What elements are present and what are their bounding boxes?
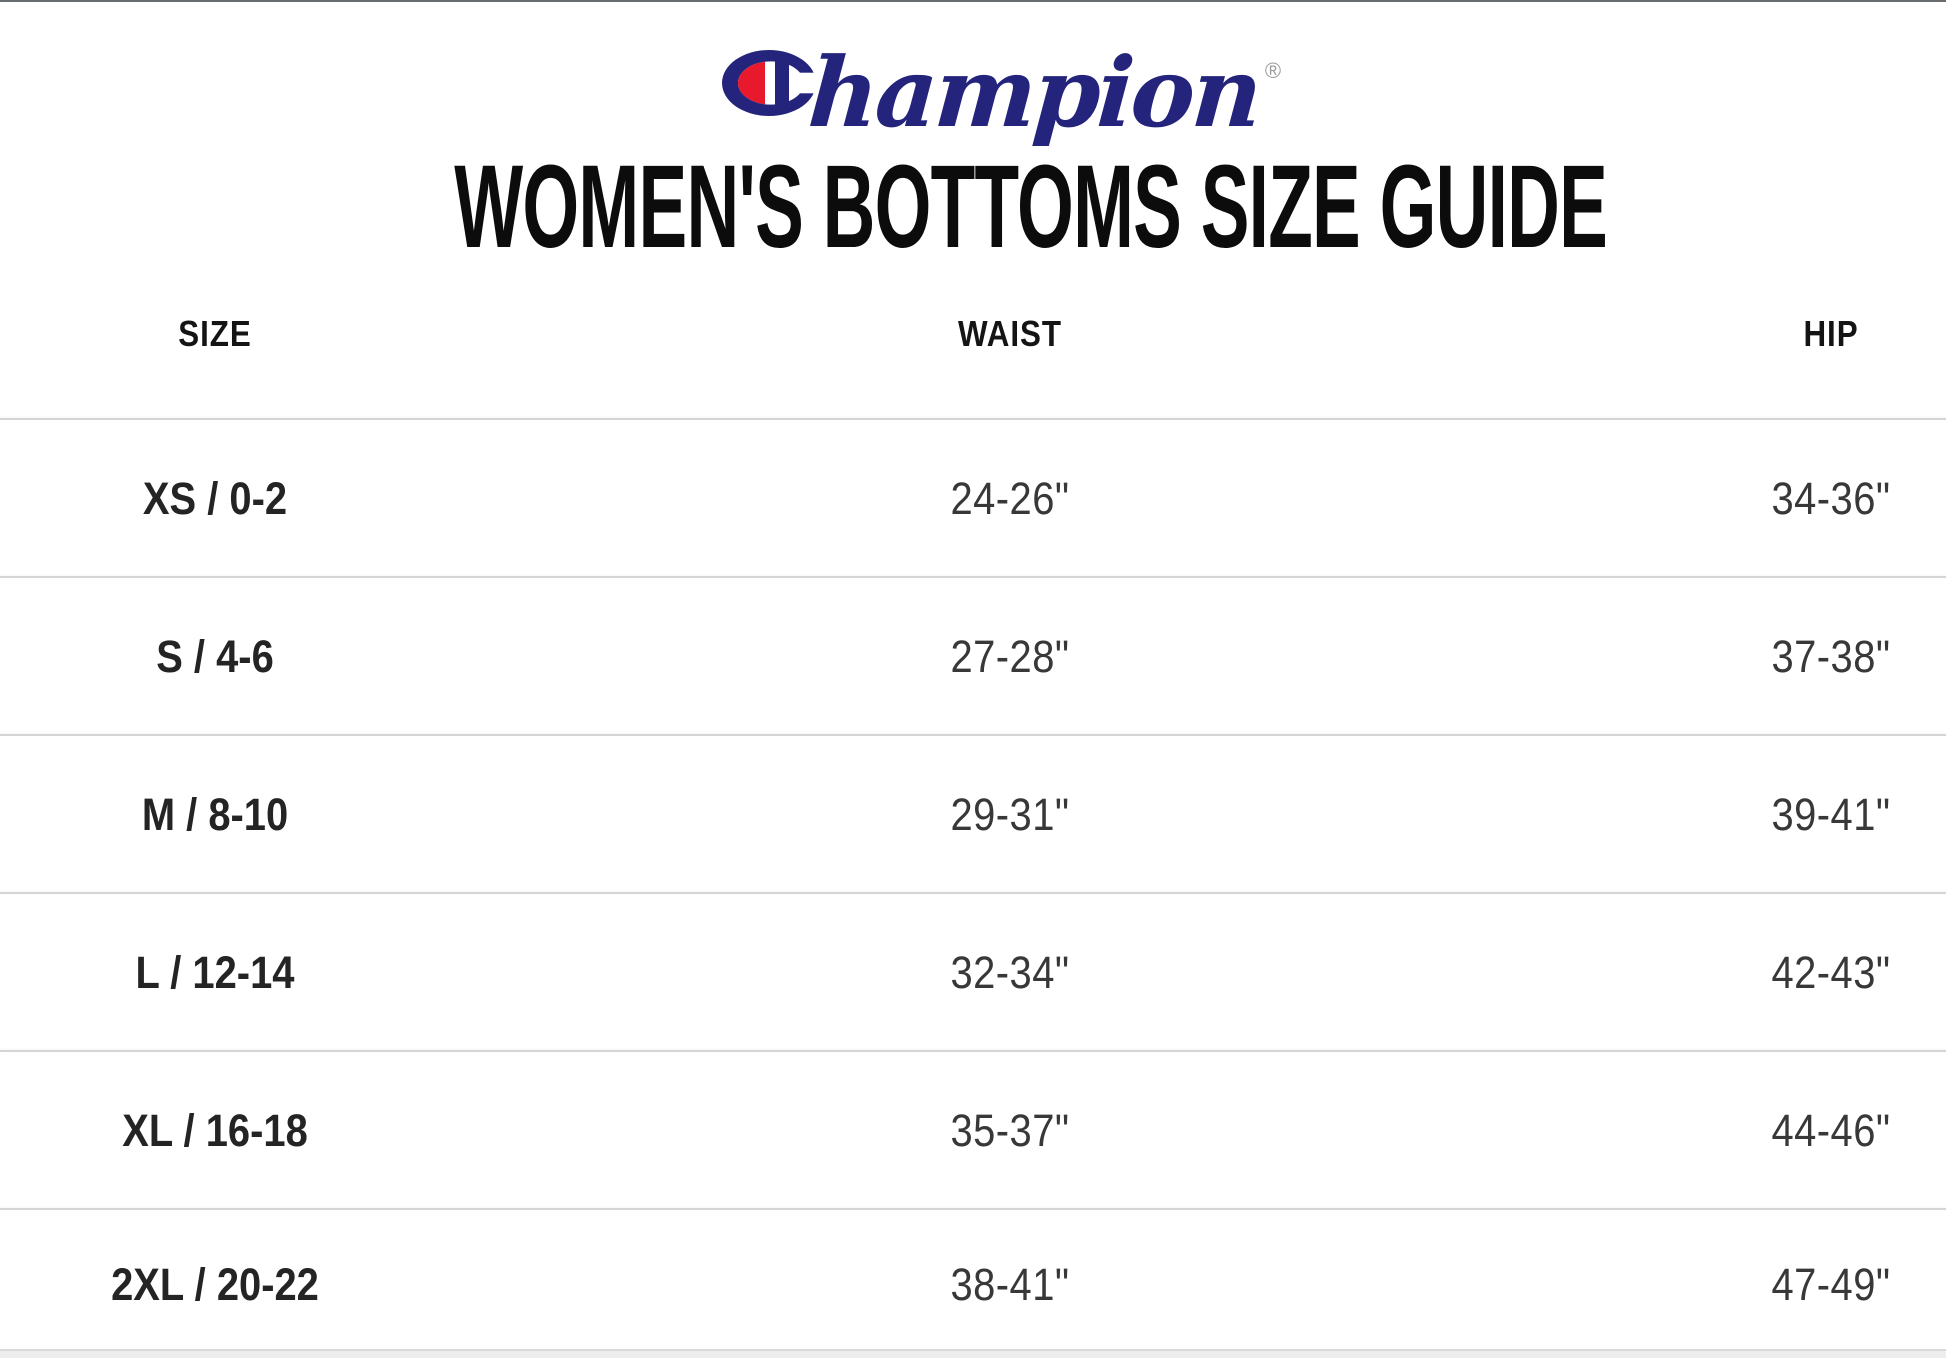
cell-hip: 47-49" [1771,1259,1891,1310]
page-title: WOMEN'S BOTTOMS SIZE GUIDE [454,140,1609,273]
page-title-wrap: WOMEN'S BOTTOMS SIZE GUIDE [58,140,1946,272]
cell-size: S / 4-6 [156,631,274,682]
table-header-row: SIZE WAIST HIP [0,264,1946,404]
bottom-edge-strip [0,1349,1946,1358]
cell-waist: 24-26" [950,473,1070,524]
cell-hip: 34-36" [1771,473,1891,524]
table-row: XL / 16-18 35-37" 44-46" [0,1050,1946,1210]
cell-hip: 37-38" [1771,631,1891,682]
cell-waist: 38-41" [950,1259,1070,1310]
column-header-size: SIZE [178,313,252,354]
cell-waist: 32-34" [950,947,1070,998]
champion-logo: hampion ® [28,30,1946,149]
cell-hip: 44-46" [1771,1105,1891,1156]
cell-waist: 35-37" [950,1105,1070,1156]
cell-waist: 27-28" [950,631,1070,682]
cell-waist: 29-31" [950,789,1070,840]
cell-size: 2XL / 20-22 [111,1259,319,1310]
table-row: XS / 0-2 24-26" 34-36" [0,418,1946,578]
table-row: 2XL / 20-22 38-41" 47-49" [0,1208,1946,1360]
column-header-waist: WAIST [957,313,1063,354]
cell-size: M / 8-10 [141,789,289,840]
screen-top-edge-line [0,0,1946,2]
table-row: L / 12-14 32-34" 42-43" [0,892,1946,1052]
cell-hip: 39-41" [1771,789,1891,840]
cell-size: L / 12-14 [135,947,295,998]
column-header-hip: HIP [1803,313,1859,354]
registered-trademark-symbol: ® [1264,58,1282,83]
cell-size: XL / 16-18 [122,1105,308,1156]
cell-size: XS / 0-2 [142,473,288,524]
champion-c-icon [721,50,821,116]
table-row: M / 8-10 29-31" 39-41" [0,734,1946,894]
table-row: S / 4-6 27-28" 37-38" [0,576,1946,736]
cell-hip: 42-43" [1771,947,1891,998]
